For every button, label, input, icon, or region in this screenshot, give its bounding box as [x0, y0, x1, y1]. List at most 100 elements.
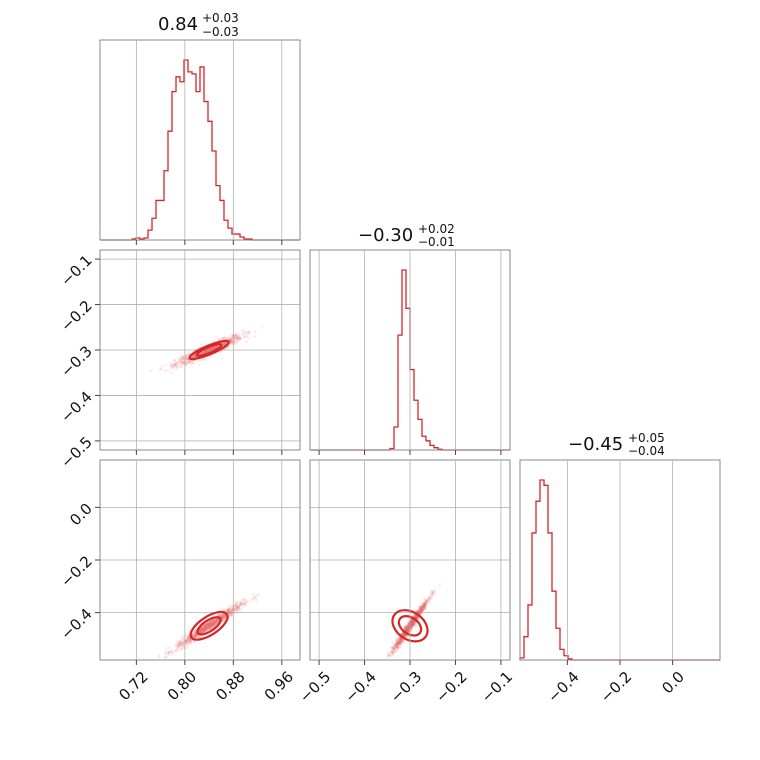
scatter-point — [214, 345, 218, 349]
scatter-point — [189, 639, 193, 643]
scatter-point — [184, 646, 188, 650]
scatter-point — [234, 606, 238, 610]
scatter-point — [236, 336, 239, 340]
scatter-point — [245, 334, 248, 338]
scatter-point — [411, 620, 415, 624]
scatter-point — [421, 605, 425, 609]
scatter-point — [207, 620, 211, 624]
scatter-point — [210, 347, 214, 351]
scatter-point — [415, 616, 419, 619]
scatter-point — [405, 629, 409, 633]
scatter-point — [210, 619, 214, 623]
scatter-point — [410, 618, 414, 622]
scatter-point — [397, 640, 400, 644]
scatter-point — [438, 583, 442, 587]
scatter-point — [233, 335, 237, 339]
scatter-point — [424, 606, 428, 610]
scatter-point — [407, 627, 411, 630]
scatter-point — [418, 608, 422, 612]
scatter-point — [421, 603, 425, 607]
scatter-point — [214, 621, 217, 624]
scatter-point — [411, 621, 415, 625]
scatter-point — [394, 642, 398, 646]
scatter-point — [399, 640, 403, 644]
scatter-point — [177, 646, 180, 649]
scatter-point — [209, 623, 213, 627]
scatter-point — [176, 643, 180, 647]
scatter-point — [235, 609, 239, 613]
scatter-point — [209, 620, 212, 624]
scatter-point — [411, 621, 415, 624]
scatter-point — [395, 645, 399, 649]
scatter-point — [172, 363, 176, 367]
scatter-point — [254, 596, 258, 600]
scatter-point — [205, 622, 209, 626]
scatter-point — [234, 603, 237, 607]
scatter-point — [185, 642, 188, 646]
scatter-point — [207, 349, 211, 352]
scatter-point — [413, 622, 417, 626]
scatter-point — [400, 638, 404, 642]
scatter-point — [239, 603, 242, 607]
scatter-point — [200, 627, 204, 631]
scatter-point — [201, 629, 205, 633]
scatter-point — [410, 622, 414, 626]
scatter-point — [405, 628, 409, 632]
scatter-point — [201, 625, 205, 628]
scatter-point — [209, 623, 213, 626]
scatter-point — [185, 356, 189, 360]
scatter-point — [419, 608, 423, 612]
scatter-point — [210, 625, 214, 629]
scatter-point — [210, 347, 214, 350]
scatter-point — [398, 638, 402, 641]
scatter-point — [396, 640, 400, 644]
scatter-point — [429, 595, 433, 599]
scatter-point — [394, 645, 398, 649]
scatter-point — [170, 363, 174, 367]
scatter-point — [418, 605, 422, 609]
scatter-point — [389, 651, 393, 655]
scatter-point — [226, 610, 230, 614]
scatter-point — [406, 626, 410, 630]
scatter-point — [417, 610, 421, 614]
scatter-point — [416, 617, 419, 620]
scatter-point — [423, 606, 427, 610]
scatter-point — [399, 638, 403, 642]
scatter-point — [206, 625, 210, 628]
scatter-point — [395, 646, 399, 650]
scatter-point — [215, 617, 219, 621]
scatter-1 — [157, 592, 260, 660]
scatter-point — [208, 623, 212, 627]
scatter-point — [229, 610, 233, 614]
scatter-point — [181, 355, 185, 359]
scatter-point — [176, 646, 180, 649]
scatter-point — [421, 607, 425, 611]
scatter-point — [402, 633, 406, 636]
scatter-point — [398, 639, 401, 642]
scatter-point — [396, 641, 399, 645]
scatter-point — [223, 341, 227, 345]
scatter-point — [399, 641, 403, 645]
scatter-point — [186, 638, 190, 642]
scatter-point — [400, 639, 403, 643]
scatter-point — [404, 627, 408, 631]
scatter-point — [222, 613, 226, 617]
scatter-point — [185, 353, 189, 357]
scatter-point — [163, 654, 167, 658]
scatter-point — [206, 620, 210, 624]
scatter-point — [174, 367, 178, 371]
scatter-point — [393, 645, 397, 649]
scatter-point — [404, 627, 408, 631]
scatter-point — [225, 609, 229, 613]
scatter-point — [198, 630, 202, 633]
scatter-point — [393, 647, 396, 651]
scatter-point — [194, 632, 198, 636]
scatter-point — [419, 612, 423, 615]
scatter-point — [222, 619, 225, 623]
scatter-point — [229, 337, 233, 341]
scatter-point — [398, 638, 402, 642]
scatter-point — [209, 347, 213, 351]
scatter-point — [247, 336, 251, 340]
scatter-point — [222, 341, 225, 345]
scatter-point — [220, 612, 224, 616]
